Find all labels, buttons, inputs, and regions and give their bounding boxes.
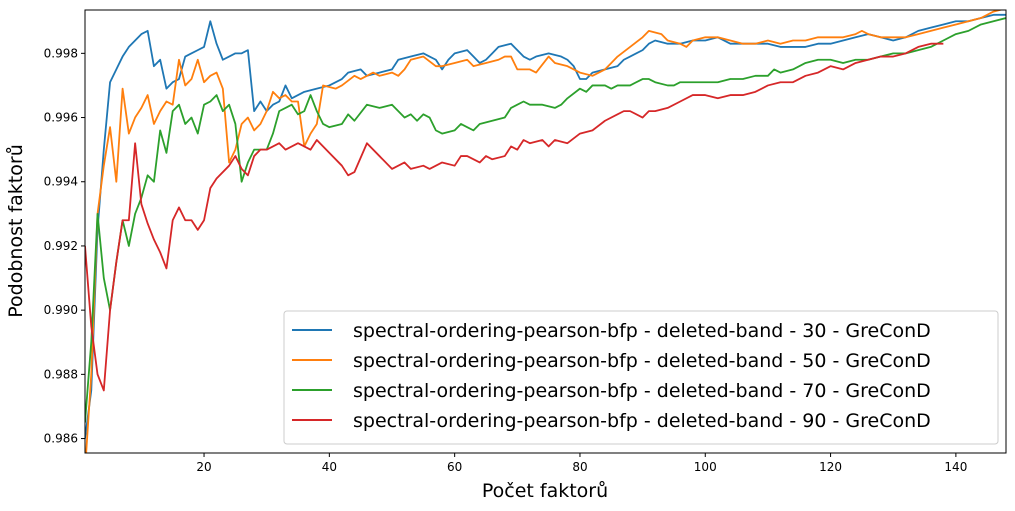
y-tick-label: 0.990 (44, 303, 78, 317)
y-axis: 0.986 0.988 0.990 0.992 0.994 0.996 0.998 (44, 46, 85, 446)
legend-label-2: spectral-ordering-pearson-bfp - deleted-… (353, 350, 931, 372)
y-axis-label: Podobnost faktorů (5, 144, 27, 317)
y-tick-label: 0.992 (44, 239, 78, 253)
y-tick-label: 0.996 (44, 111, 78, 125)
x-axis: 20 40 60 80 100 120 140 (196, 453, 967, 474)
y-tick-label: 0.988 (44, 367, 78, 381)
series-layer (85, 10, 1006, 453)
y-tick-label: 0.986 (44, 432, 78, 446)
series-line-3 (85, 17, 1006, 423)
y-tick-label: 0.994 (44, 175, 78, 189)
y-tick-label: 0.998 (44, 46, 78, 60)
x-tick-label: 40 (322, 460, 337, 474)
x-tick-label: 60 (447, 460, 462, 474)
legend: spectral-ordering-pearson-bfp - deleted-… (283, 310, 999, 445)
x-tick-label: 140 (944, 460, 967, 474)
series-line-4 (85, 42, 944, 392)
legend-label-3: spectral-ordering-pearson-bfp - deleted-… (353, 380, 931, 402)
x-tick-label: 120 (819, 460, 842, 474)
legend-label-4: spectral-ordering-pearson-bfp - deleted-… (353, 410, 931, 432)
x-axis-label: Počet faktorů (482, 480, 608, 502)
series-line-1 (85, 13, 1006, 439)
legend-box (283, 310, 999, 445)
x-tick-label: 80 (572, 460, 587, 474)
series-line-2 (85, 10, 1004, 453)
plot-frame (84, 9, 1007, 454)
legend-label-1: spectral-ordering-pearson-bfp - deleted-… (353, 320, 931, 342)
x-tick-label: 20 (196, 460, 211, 474)
x-tick-label: 100 (694, 460, 717, 474)
